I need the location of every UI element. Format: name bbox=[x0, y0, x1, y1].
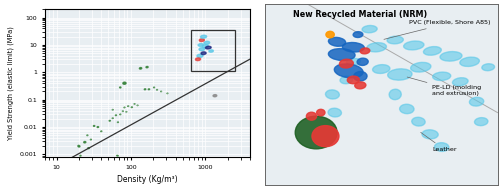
Ellipse shape bbox=[112, 118, 113, 119]
Ellipse shape bbox=[474, 118, 488, 126]
Ellipse shape bbox=[109, 120, 110, 121]
Ellipse shape bbox=[198, 44, 203, 46]
Ellipse shape bbox=[346, 58, 360, 65]
Ellipse shape bbox=[204, 41, 210, 44]
Ellipse shape bbox=[387, 36, 404, 44]
Ellipse shape bbox=[372, 65, 390, 73]
Ellipse shape bbox=[87, 135, 88, 136]
Text: PVC (Flexible, Shore A85): PVC (Flexible, Shore A85) bbox=[384, 20, 490, 39]
X-axis label: Density (Kg/m³): Density (Kg/m³) bbox=[117, 175, 178, 184]
Ellipse shape bbox=[404, 41, 424, 50]
Ellipse shape bbox=[120, 87, 121, 88]
Ellipse shape bbox=[196, 58, 200, 61]
Ellipse shape bbox=[146, 66, 148, 68]
Ellipse shape bbox=[422, 130, 438, 139]
Ellipse shape bbox=[410, 62, 431, 72]
Text: Leather: Leather bbox=[420, 132, 457, 152]
Ellipse shape bbox=[123, 82, 126, 84]
Ellipse shape bbox=[88, 148, 90, 149]
Ellipse shape bbox=[367, 43, 386, 52]
Ellipse shape bbox=[199, 48, 204, 51]
Ellipse shape bbox=[334, 64, 363, 78]
Ellipse shape bbox=[424, 47, 442, 55]
Ellipse shape bbox=[206, 46, 211, 49]
Ellipse shape bbox=[326, 31, 334, 38]
Ellipse shape bbox=[388, 69, 412, 80]
Ellipse shape bbox=[328, 108, 342, 117]
Ellipse shape bbox=[306, 112, 316, 120]
Ellipse shape bbox=[316, 109, 325, 116]
Ellipse shape bbox=[201, 52, 206, 55]
Ellipse shape bbox=[101, 131, 102, 132]
Ellipse shape bbox=[144, 89, 146, 90]
Ellipse shape bbox=[355, 82, 366, 89]
Ellipse shape bbox=[97, 127, 98, 128]
Ellipse shape bbox=[360, 48, 370, 54]
Ellipse shape bbox=[202, 45, 208, 48]
Ellipse shape bbox=[348, 76, 360, 84]
Ellipse shape bbox=[140, 68, 141, 69]
Ellipse shape bbox=[200, 35, 206, 38]
Ellipse shape bbox=[200, 39, 204, 42]
Ellipse shape bbox=[440, 52, 462, 61]
Ellipse shape bbox=[209, 50, 214, 52]
Ellipse shape bbox=[432, 72, 450, 81]
Ellipse shape bbox=[470, 97, 484, 106]
Ellipse shape bbox=[167, 93, 168, 94]
Ellipse shape bbox=[112, 109, 113, 110]
Ellipse shape bbox=[326, 90, 340, 99]
Ellipse shape bbox=[460, 57, 479, 66]
Y-axis label: Yield Strength (elastic limit) (MPa): Yield Strength (elastic limit) (MPa) bbox=[8, 26, 14, 140]
Ellipse shape bbox=[340, 59, 353, 68]
Ellipse shape bbox=[400, 104, 414, 114]
Text: New Recycled Material (NRM): New Recycled Material (NRM) bbox=[293, 10, 427, 19]
Ellipse shape bbox=[90, 139, 92, 140]
Ellipse shape bbox=[362, 25, 377, 33]
Ellipse shape bbox=[213, 95, 217, 97]
Ellipse shape bbox=[434, 143, 449, 151]
Ellipse shape bbox=[295, 116, 337, 149]
Ellipse shape bbox=[357, 58, 368, 65]
Ellipse shape bbox=[137, 105, 138, 106]
Ellipse shape bbox=[148, 89, 150, 90]
Ellipse shape bbox=[354, 72, 367, 81]
Ellipse shape bbox=[482, 64, 494, 71]
Ellipse shape bbox=[328, 37, 345, 46]
Bar bbox=[191, 30, 235, 71]
Ellipse shape bbox=[342, 42, 364, 52]
Ellipse shape bbox=[78, 145, 80, 147]
Ellipse shape bbox=[328, 49, 355, 60]
Ellipse shape bbox=[80, 155, 81, 156]
Ellipse shape bbox=[412, 117, 425, 126]
Ellipse shape bbox=[353, 32, 363, 37]
Ellipse shape bbox=[312, 126, 339, 147]
Ellipse shape bbox=[160, 91, 162, 92]
Ellipse shape bbox=[389, 89, 402, 100]
Ellipse shape bbox=[84, 142, 86, 143]
Ellipse shape bbox=[452, 78, 468, 86]
Ellipse shape bbox=[116, 155, 118, 156]
Text: PE-LD (molding
and extrusion): PE-LD (molding and extrusion) bbox=[407, 77, 482, 96]
Ellipse shape bbox=[124, 107, 125, 108]
Ellipse shape bbox=[340, 76, 352, 84]
Ellipse shape bbox=[197, 54, 203, 57]
